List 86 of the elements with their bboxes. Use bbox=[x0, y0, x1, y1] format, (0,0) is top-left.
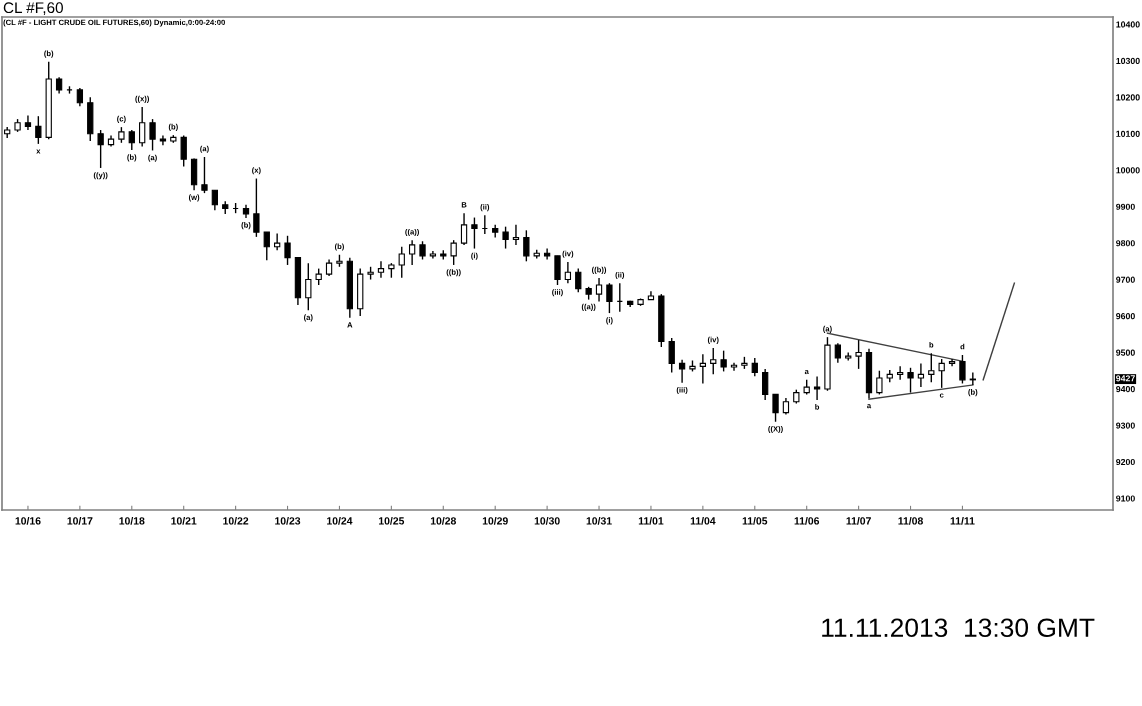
candlestick bbox=[876, 370, 883, 396]
chart-title: CL #F,60 bbox=[3, 2, 63, 15]
y-tick-label: 9400 bbox=[1116, 386, 1135, 393]
candlestick bbox=[678, 359, 686, 384]
candlestick bbox=[834, 342, 841, 364]
candlestick bbox=[606, 282, 613, 314]
candlestick bbox=[730, 361, 738, 372]
candlestick bbox=[305, 262, 312, 311]
candlestick bbox=[97, 129, 104, 169]
candlestick bbox=[710, 347, 717, 376]
candlestick bbox=[512, 224, 520, 246]
y-tick-label: 10300 bbox=[1116, 57, 1140, 65]
candlestick bbox=[398, 246, 405, 279]
candlestick bbox=[263, 231, 270, 261]
candlestick bbox=[928, 352, 935, 384]
x-tick-label: 10/25 bbox=[378, 516, 405, 525]
candlestick bbox=[959, 354, 966, 385]
y-tick-label: 9900 bbox=[1116, 203, 1135, 210]
x-tick-label: 11/08 bbox=[898, 516, 923, 525]
x-tick-label: 10/22 bbox=[223, 516, 249, 525]
y-tick-label: 10200 bbox=[1116, 94, 1140, 101]
candlestick bbox=[523, 229, 530, 263]
candlestick bbox=[502, 225, 509, 250]
candlestick bbox=[419, 240, 426, 261]
y-tick-label: 9300 bbox=[1116, 422, 1135, 429]
x-tick-label: 10/24 bbox=[327, 516, 353, 525]
candlestick bbox=[575, 267, 582, 294]
candlestick bbox=[211, 189, 219, 211]
candlestick bbox=[139, 106, 146, 148]
candlestick bbox=[450, 239, 457, 266]
y-tick-label: 9600 bbox=[1116, 313, 1135, 320]
x-tick-label: 10/18 bbox=[119, 516, 145, 525]
candlestick bbox=[274, 232, 281, 252]
x-tick-label: 11/04 bbox=[690, 516, 716, 525]
candlestick bbox=[24, 114, 32, 131]
candlestick bbox=[128, 129, 135, 151]
candlestick bbox=[471, 216, 478, 250]
y-tick-label: 9100 bbox=[1116, 495, 1135, 502]
candlestick bbox=[762, 368, 769, 401]
y-tick-label: 10100 bbox=[1116, 130, 1140, 137]
x-tick-label: 11/05 bbox=[742, 516, 768, 525]
candlestick bbox=[35, 115, 42, 145]
candlestick bbox=[699, 353, 707, 385]
x-tick-label: 11/06 bbox=[794, 516, 820, 525]
candlestick bbox=[907, 367, 914, 394]
x-tick-label: 10/16 bbox=[15, 516, 41, 525]
candlestick bbox=[969, 371, 976, 386]
candlestick bbox=[751, 357, 758, 377]
y-tick-label: 9700 bbox=[1116, 276, 1135, 283]
x-tick-label: 10/31 bbox=[586, 516, 612, 525]
x-tick-label: 11/11 bbox=[950, 516, 975, 525]
x-tick-label: 11/07 bbox=[846, 516, 871, 525]
y-tick-label: 10400 bbox=[1116, 21, 1140, 28]
candlestick bbox=[917, 362, 925, 388]
candlestick bbox=[201, 156, 208, 194]
candlestick bbox=[149, 118, 156, 152]
x-tick-label: 10/17 bbox=[67, 516, 93, 525]
candlestick bbox=[253, 177, 260, 238]
candlestick bbox=[938, 358, 945, 389]
x-tick-label: 10/29 bbox=[482, 516, 508, 525]
candlestick bbox=[284, 235, 291, 266]
x-tick-label: 11/01 bbox=[638, 516, 664, 525]
y-tick-label: 9500 bbox=[1116, 349, 1135, 356]
candlestick bbox=[720, 349, 727, 373]
candlestick bbox=[76, 87, 84, 108]
candlestick bbox=[896, 365, 904, 381]
candlestick bbox=[460, 212, 468, 246]
candlestick bbox=[595, 277, 603, 303]
candlestick bbox=[564, 261, 572, 284]
y-tick-label: 9800 bbox=[1116, 240, 1135, 247]
candlestick bbox=[408, 239, 416, 266]
candlestick bbox=[855, 339, 862, 370]
candlestick bbox=[554, 255, 561, 286]
x-tick-label: 10/30 bbox=[534, 516, 560, 525]
candlestick bbox=[813, 375, 821, 401]
x-tick-label: 10/28 bbox=[430, 516, 456, 525]
annotation: 9427 bbox=[1116, 375, 1135, 382]
y-tick-label: 9200 bbox=[1116, 458, 1135, 466]
candlestick bbox=[668, 337, 675, 374]
x-tick-label: 10/23 bbox=[275, 516, 301, 525]
y-tick-label: 10000 bbox=[1116, 167, 1140, 174]
candlestick bbox=[377, 260, 385, 279]
x-tick-label: 10/21 bbox=[171, 516, 197, 525]
candlestick bbox=[180, 134, 187, 168]
text: 11.11.2013 13:30 GMT bbox=[822, 618, 1095, 638]
candlestick bbox=[772, 393, 779, 423]
